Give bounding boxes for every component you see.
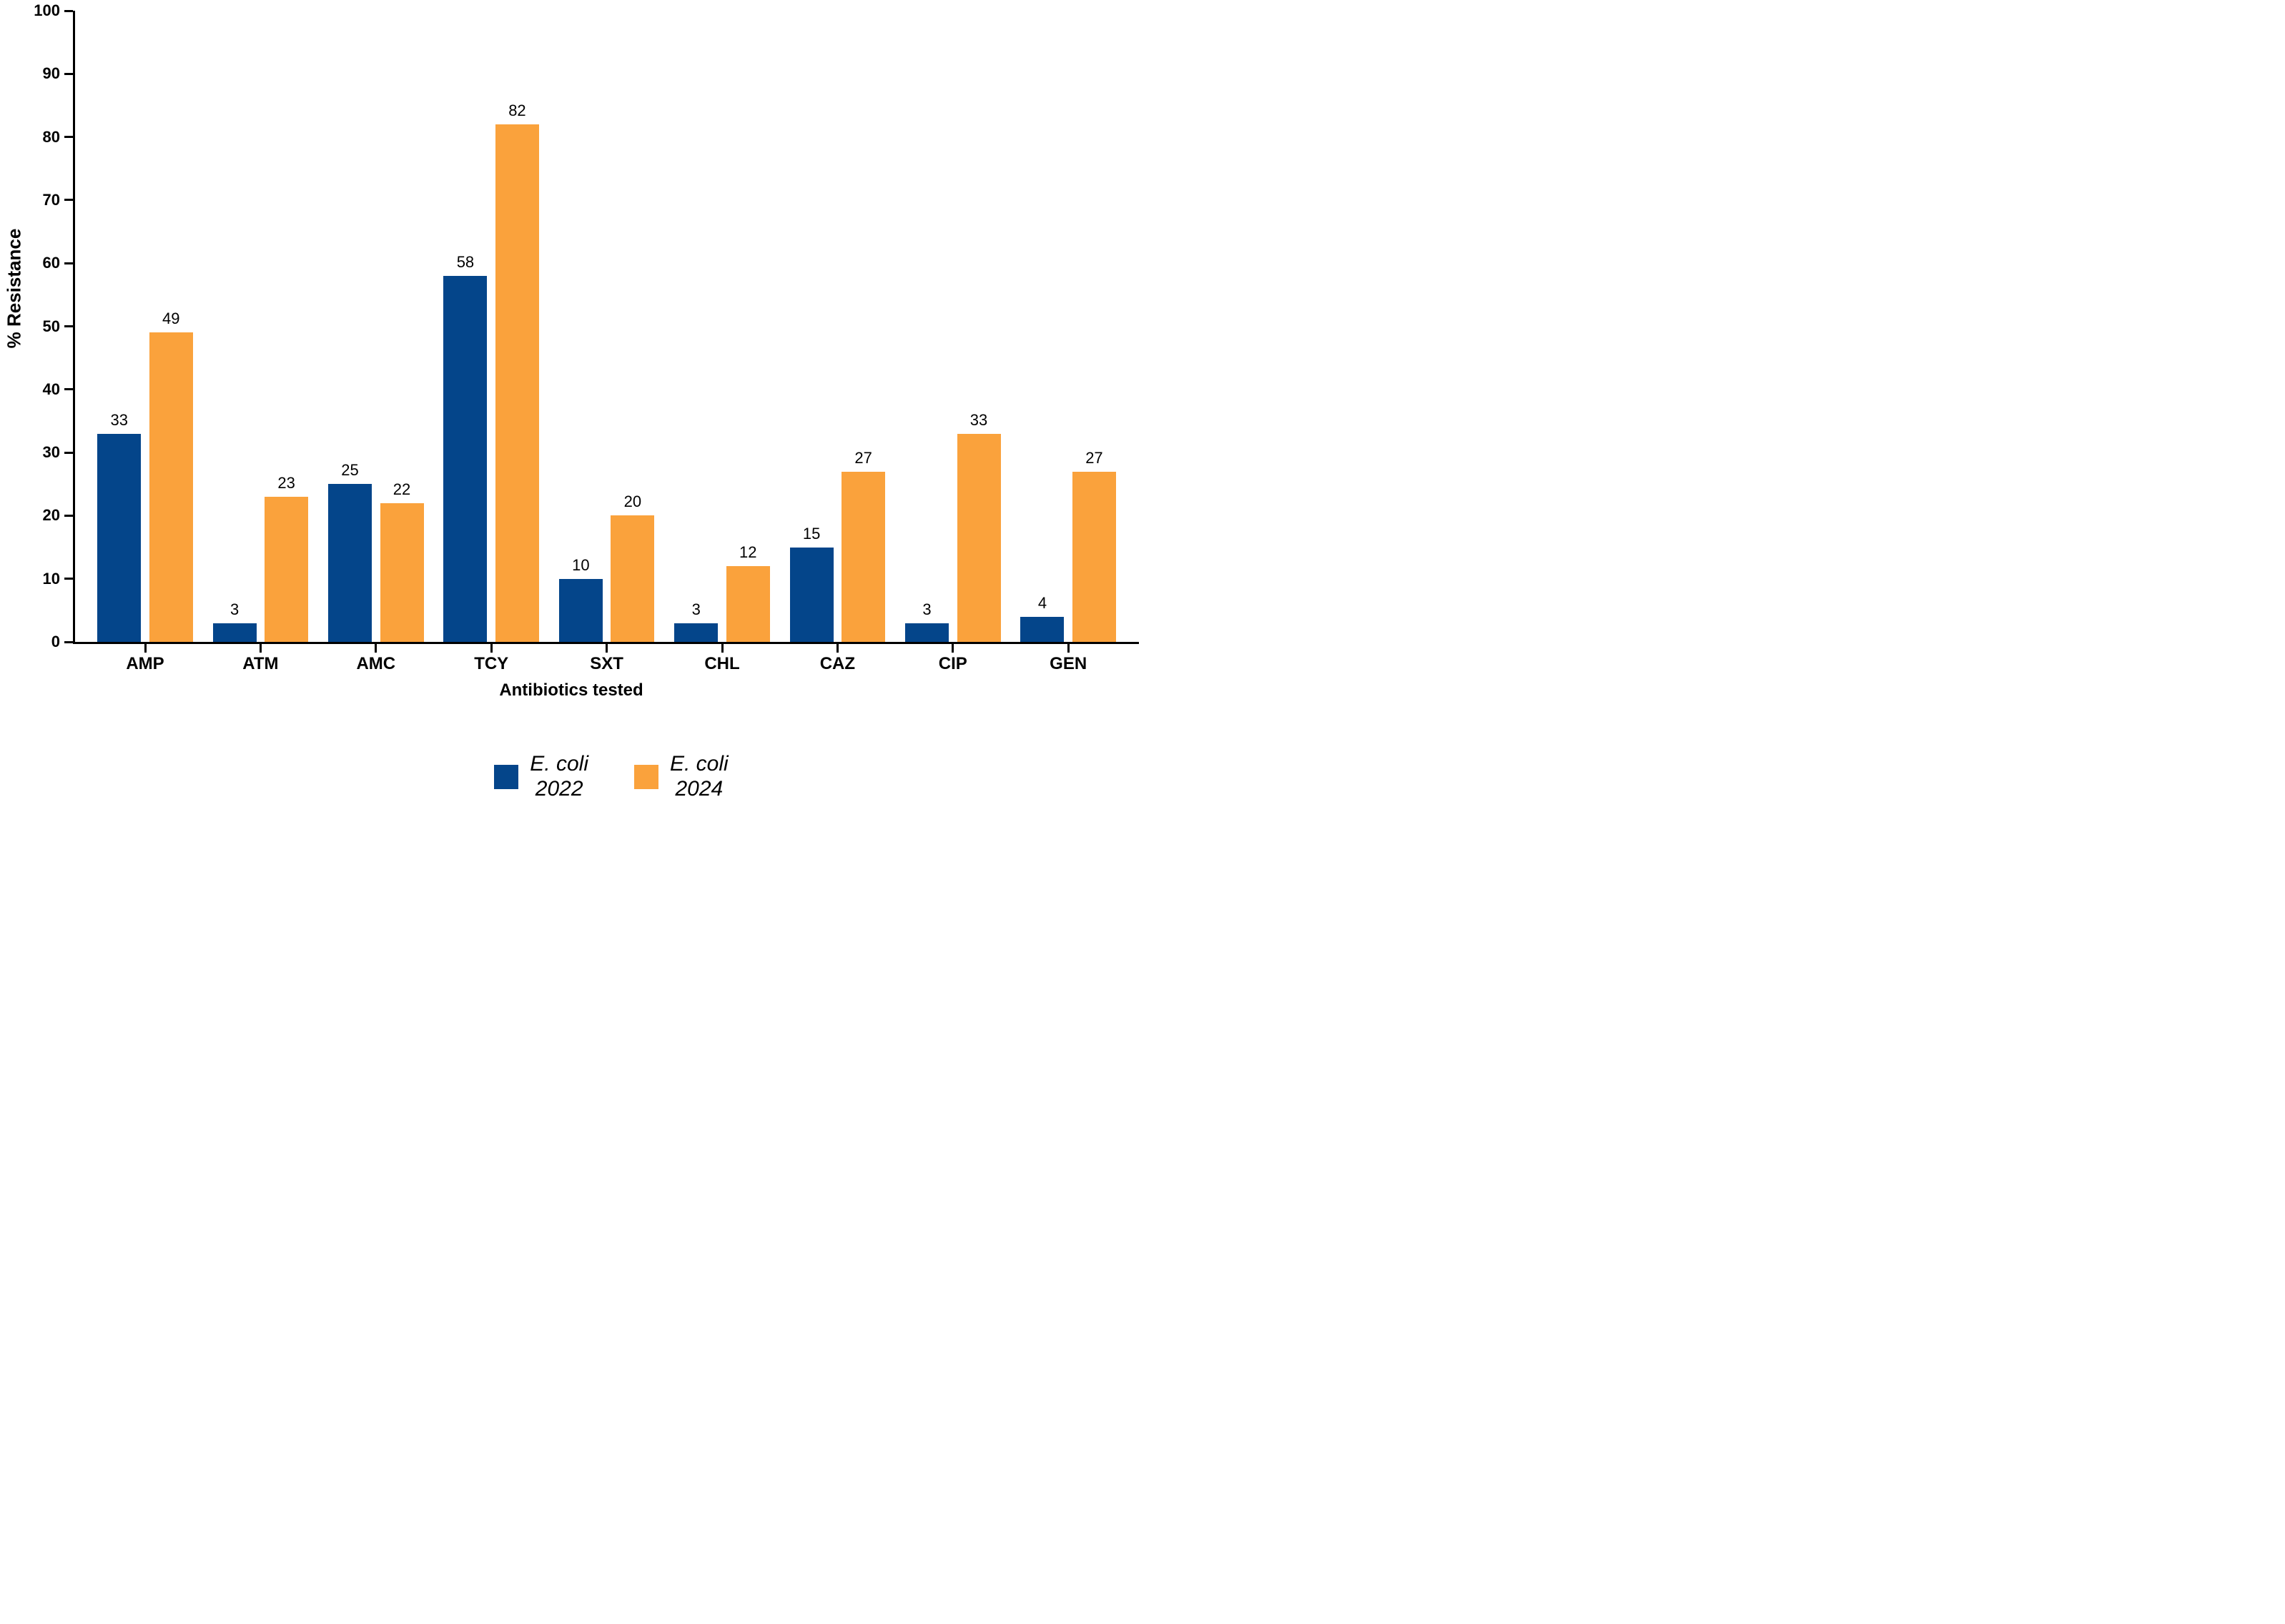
value-label-2022-TCY: 58 [456, 252, 475, 271]
bar-2022-ATM [212, 623, 257, 642]
x-axis-tick [1067, 644, 1070, 653]
bar-2022-CIP [905, 623, 949, 642]
value-label-2024-CIP: 33 [969, 410, 988, 429]
y-axis-tick-label: 70 [42, 190, 60, 209]
bar-2022-SXT [558, 578, 603, 642]
value-label-2024-ATM: 23 [277, 473, 295, 492]
x-axis-tick [259, 644, 262, 653]
bar-2022-GEN [1020, 616, 1065, 642]
y-axis-tick [64, 578, 73, 580]
y-axis-tick-label: 30 [42, 443, 60, 462]
bar-2024-GEN [1072, 471, 1116, 642]
legend-entry-2022: E. coli 2022 [494, 752, 588, 801]
y-axis-tick [64, 136, 73, 139]
y-axis-tick-label: 90 [42, 64, 60, 83]
category-label-ATM: ATM [242, 654, 279, 673]
y-axis-tick [64, 514, 73, 517]
value-label-2022-CIP: 3 [922, 600, 932, 618]
bar-2024-CAZ [842, 471, 886, 642]
y-axis-tick-label: 0 [51, 633, 60, 650]
category-label-AMP: AMP [126, 654, 164, 673]
bar-2024-CIP [957, 433, 1001, 642]
y-axis-tick [64, 388, 73, 391]
x-axis-tick [144, 644, 147, 653]
bar-2024-SXT [611, 515, 655, 642]
x-axis-tick [721, 644, 724, 653]
bar-chart-figure: % Resistance 0 10 20 30 40 50 60 70 80 90 100 AMP 33… [0, 0, 1142, 812]
y-axis-tick [64, 199, 73, 202]
legend-swatch-2022 [494, 764, 519, 789]
bar-2022-CAZ [789, 547, 834, 642]
legend-entry-2024: E. coli 2024 [634, 752, 729, 801]
x-axis-tick [490, 644, 493, 653]
value-label-2024-AMC: 22 [393, 480, 411, 498]
bar-2022-CHL [674, 623, 719, 642]
value-label-2022-SXT: 10 [572, 555, 590, 574]
bar-2024-CHL [726, 566, 770, 642]
y-axis-tick-label: 10 [42, 569, 60, 588]
category-label-CIP: CIP [938, 654, 967, 673]
value-label-2022-AMC: 25 [341, 461, 359, 480]
x-axis-tick [836, 644, 839, 653]
category-label-SXT: SXT [590, 654, 623, 673]
category-label-GEN: GEN [1050, 654, 1087, 673]
y-axis-tick [64, 451, 73, 454]
legend-swatch-2024 [634, 764, 658, 789]
bar-2022-AMP [97, 433, 142, 642]
y-axis-tick [64, 72, 73, 75]
legend-label-2022: E. coli 2022 [530, 752, 588, 801]
y-axis-tick-label: 50 [42, 317, 60, 335]
y-axis-tick [64, 325, 73, 327]
value-label-2022-ATM: 3 [230, 600, 240, 618]
value-label-2024-AMP: 49 [162, 310, 180, 328]
value-label-2024-CHL: 12 [739, 543, 757, 562]
y-axis-tick-label: 40 [42, 380, 60, 398]
category-label-CHL: CHL [704, 654, 740, 673]
x-axis-title: Antibiotics tested [499, 680, 643, 700]
category-label-TCY: TCY [474, 654, 509, 673]
legend: E. coli 2022 E. coli 2024 [40, 752, 1142, 801]
legend-label-2024: E. coli 2024 [670, 752, 729, 801]
y-axis-tick [64, 640, 73, 643]
y-axis-tick-label: 100 [34, 1, 60, 19]
value-label-2024-SXT: 20 [623, 492, 642, 511]
y-axis-tick-label: 60 [42, 254, 60, 272]
x-axis-tick [606, 644, 608, 653]
bar-2024-TCY [495, 124, 539, 642]
category-label-AMC: AMC [356, 654, 396, 673]
y-axis-tick [64, 9, 73, 12]
value-label-2022-CHL: 3 [691, 600, 701, 618]
value-label-2024-GEN: 27 [1085, 448, 1103, 467]
bar-2024-ATM [265, 496, 309, 642]
x-axis-tick [375, 644, 377, 653]
bar-2022-AMC [328, 484, 372, 642]
value-label-2022-CAZ: 15 [802, 524, 821, 543]
bar-2022-TCY [443, 275, 488, 642]
y-axis-tick-label: 80 [42, 127, 60, 146]
value-label-2022-GEN: 4 [1037, 593, 1047, 612]
value-label-2024-CAZ: 27 [854, 448, 872, 467]
bar-2024-AMC [380, 502, 424, 642]
value-label-2022-AMP: 33 [110, 410, 128, 429]
plot-area [73, 11, 1139, 644]
value-label-2024-TCY: 82 [508, 101, 526, 119]
y-axis-tick-label: 20 [42, 506, 60, 525]
bar-2024-AMP [149, 332, 193, 642]
y-axis-tick [64, 262, 73, 264]
x-axis-tick [952, 644, 954, 653]
category-label-CAZ: CAZ [819, 654, 856, 673]
